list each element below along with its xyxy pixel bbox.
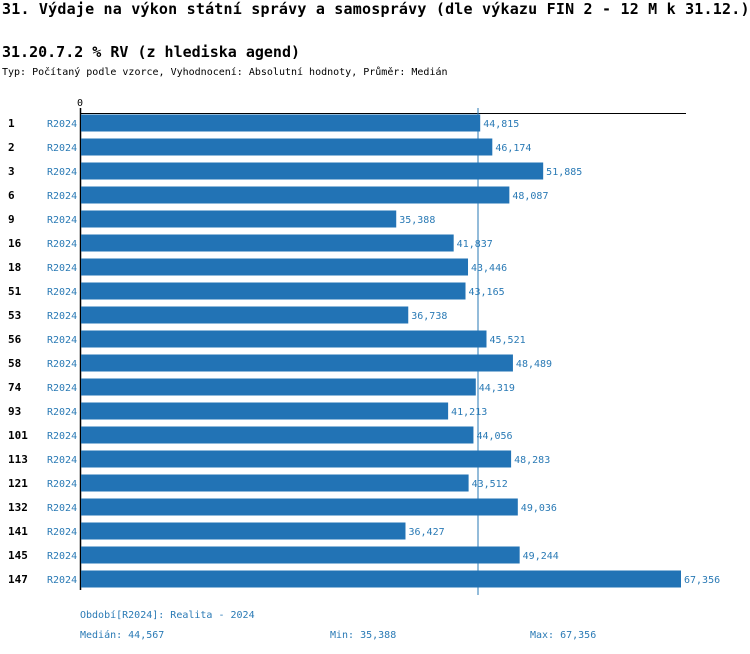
median-stat: Medián: 44,567 [80, 630, 165, 641]
series-label: R2024 [47, 479, 77, 490]
series-label: R2024 [47, 167, 77, 178]
bar [81, 378, 476, 396]
bar-value-label: 43,446 [471, 263, 507, 274]
series-label: R2024 [47, 239, 77, 250]
series-label: R2024 [47, 551, 77, 562]
category-label: 2 [8, 141, 15, 154]
category-label: 16 [8, 237, 22, 250]
category-label: 56 [8, 333, 22, 346]
bar-value-label: 48,283 [514, 455, 550, 466]
series-label: R2024 [47, 119, 77, 130]
bar-value-label: 43,512 [472, 479, 508, 490]
bar [81, 546, 520, 564]
bar [81, 522, 406, 540]
period-legend: Období[R2024]: Realita - 2024 [80, 610, 255, 621]
series-label: R2024 [47, 263, 77, 274]
series-label: R2024 [47, 143, 77, 154]
bar [81, 258, 469, 276]
bar [81, 354, 513, 372]
category-label: 74 [8, 381, 22, 394]
bar [81, 450, 512, 468]
bar-value-label: 35,388 [399, 215, 435, 226]
category-label: 113 [8, 453, 28, 466]
category-label: 121 [8, 477, 28, 490]
category-label: 51 [8, 285, 22, 298]
max-stat: Max: 67,356 [530, 630, 597, 641]
category-label: 147 [8, 573, 28, 586]
category-label: 58 [8, 357, 21, 370]
chart-subtitle: 31.20.7.2 % RV (z hlediska agend) [2, 43, 301, 61]
category-label: 141 [8, 525, 28, 538]
min-stat: Min: 35,388 [330, 630, 397, 641]
bar [81, 474, 469, 492]
series-label: R2024 [47, 503, 77, 514]
category-label: 18 [8, 261, 21, 274]
category-label: 93 [8, 405, 21, 418]
bar-value-label: 36,738 [411, 311, 447, 322]
category-label: 101 [8, 429, 28, 442]
series-label: R2024 [47, 431, 77, 442]
bar [81, 138, 493, 156]
bar [81, 114, 481, 132]
bar [81, 210, 397, 228]
bar [81, 426, 474, 444]
page-title: 31. Výdaje na výkon státní správy a samo… [2, 0, 750, 18]
bar-value-label: 49,244 [523, 551, 559, 562]
bar-value-label: 49,036 [521, 503, 557, 514]
category-label: 6 [8, 189, 15, 202]
x-axis-zero-label: 0 [77, 98, 83, 109]
bar [81, 570, 681, 588]
series-label: R2024 [47, 311, 77, 322]
bar [81, 282, 466, 300]
bar [81, 234, 454, 252]
bar [81, 186, 510, 204]
bar-value-label: 45,521 [489, 335, 525, 346]
bar-value-label: 67,356 [684, 575, 720, 586]
category-label: 3 [8, 165, 15, 178]
bar [81, 306, 409, 324]
bar-value-label: 41,837 [457, 239, 493, 250]
bar-value-label: 41,213 [451, 407, 487, 418]
category-label: 145 [8, 549, 28, 562]
category-label: 53 [8, 309, 21, 322]
series-label: R2024 [47, 527, 77, 538]
bar-value-label: 36,427 [408, 527, 444, 538]
series-label: R2024 [47, 455, 77, 466]
bar-value-label: 48,489 [516, 359, 552, 370]
bar-series: 1 R2024 44,815 2 R2024 46,174 3 R2024 51,885 6 R20… [8, 114, 720, 588]
series-label: R2024 [47, 287, 77, 298]
bar-value-label: 51,885 [546, 167, 582, 178]
bar [81, 330, 487, 348]
series-label: R2024 [47, 215, 77, 226]
bar [81, 498, 518, 516]
bar [81, 402, 449, 420]
category-label: 1 [8, 117, 15, 130]
series-label: R2024 [47, 575, 77, 586]
bar-value-label: 44,056 [476, 431, 512, 442]
category-label: 9 [8, 213, 15, 226]
series-label: R2024 [47, 383, 77, 394]
series-label: R2024 [47, 359, 77, 370]
category-label: 132 [8, 501, 28, 514]
bar-value-label: 44,319 [479, 383, 515, 394]
series-label: R2024 [47, 407, 77, 418]
bar-value-label: 43,165 [469, 287, 505, 298]
bar [81, 162, 544, 180]
series-label: R2024 [47, 335, 77, 346]
bar-value-label: 44,815 [483, 119, 519, 130]
series-label: R2024 [47, 191, 77, 202]
bar-value-label: 46,174 [495, 143, 531, 154]
bar-value-label: 48,087 [512, 191, 548, 202]
chart-type-description: Typ: Počítaný podle vzorce, Vyhodnocení:… [2, 67, 448, 78]
